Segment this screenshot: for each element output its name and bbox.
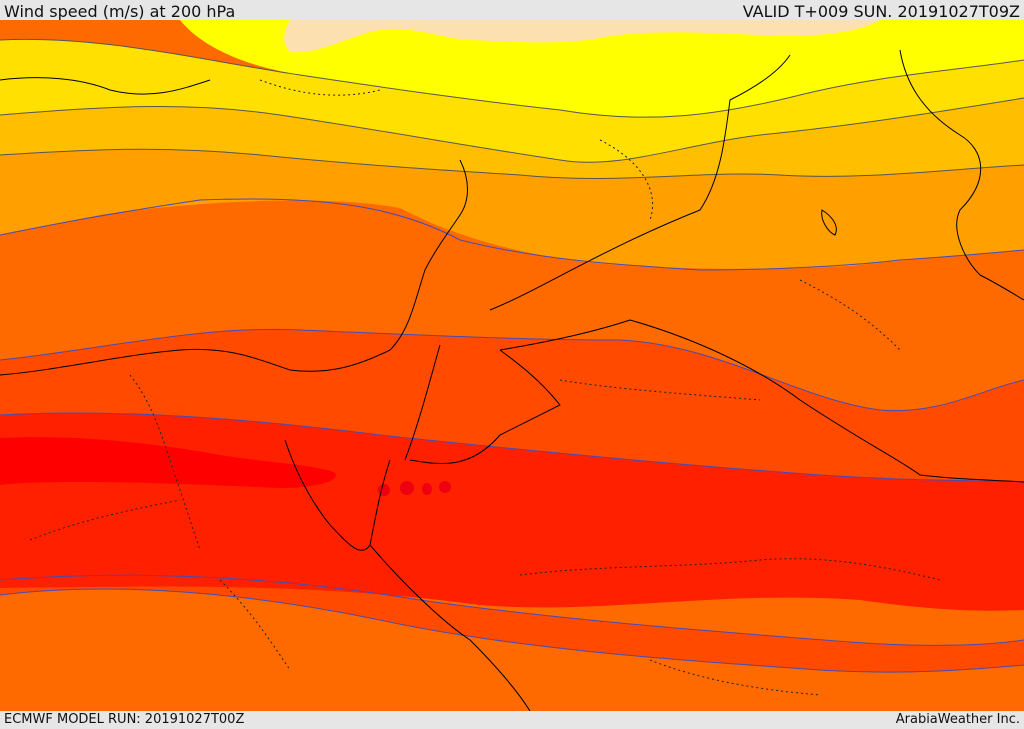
band-yellow — [180, 20, 1024, 118]
band-gold — [0, 39, 1024, 163]
coastline-north — [0, 77, 211, 95]
core-blob-3 — [422, 483, 432, 495]
map-title: Wind speed (m/s) at 200 hPa — [4, 2, 236, 21]
band-amber — [0, 98, 1024, 179]
band-pale-peak — [284, 20, 880, 53]
coastline-mediterranean — [0, 159, 468, 376]
band-orange — [0, 149, 1024, 269]
border-line-2 — [499, 319, 1024, 483]
model-run: ECMWF MODEL RUN: 20191027T00Z — [4, 712, 245, 727]
contour-6 — [0, 148, 1024, 179]
coastline-red-sea-west — [369, 544, 531, 711]
border-line — [489, 54, 791, 311]
map-footer: ECMWF MODEL RUN: 20191027T00Z ArabiaWeat… — [0, 711, 1024, 729]
band-south-dark-orange — [0, 589, 1024, 711]
dotted-border-2 — [559, 379, 761, 401]
dotted-border-1 — [129, 374, 201, 551]
contour-4 — [0, 328, 1024, 412]
contour-7 — [0, 97, 1024, 163]
contour-3 — [0, 412, 1024, 483]
contour-5 — [0, 198, 1024, 271]
valid-time: VALID T+009 SUN. 20191027T09Z — [742, 2, 1020, 21]
coastline-gulf-aqaba — [404, 344, 441, 461]
coastline-red-sea — [284, 439, 391, 551]
core-blob-2 — [400, 481, 414, 495]
core-blob-4 — [439, 481, 451, 493]
border-line-3 — [409, 349, 561, 465]
border-line-4 — [899, 49, 1024, 301]
core-blob-1 — [378, 484, 390, 496]
dotted-border-9 — [259, 79, 381, 96]
contour-2 — [0, 574, 1024, 646]
lake-shape — [821, 209, 837, 236]
wind-speed-map — [0, 20, 1024, 711]
contour-8 — [0, 38, 1024, 118]
band-red-orange-south — [0, 575, 1024, 673]
band-core-red — [0, 437, 336, 488]
map-header: Wind speed (m/s) at 200 hPa VALID T+009 … — [0, 0, 1024, 21]
band-red-orange-north — [0, 329, 1024, 482]
credit: ArabiaWeather Inc. — [895, 712, 1020, 727]
dotted-border-3 — [519, 558, 941, 581]
contour-1 — [0, 588, 1024, 673]
